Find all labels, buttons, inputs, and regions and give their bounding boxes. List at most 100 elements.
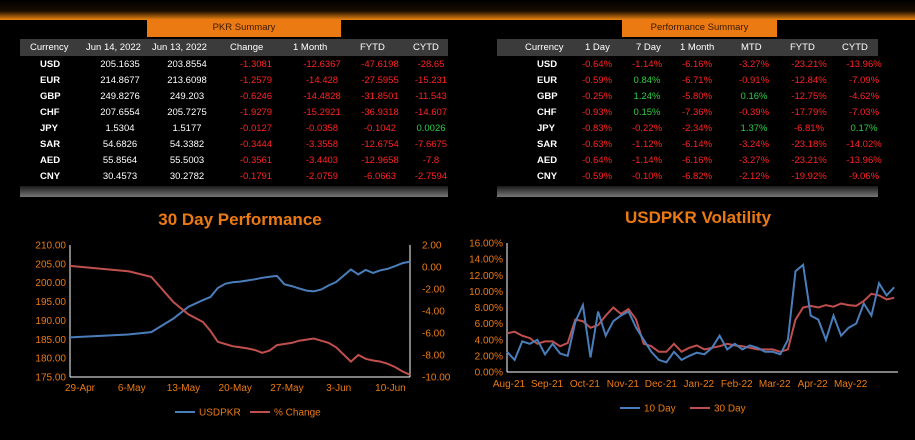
pkr-value-cell: -0.6246 [239,91,273,102]
chart1-left-tick: 190.00 [35,316,66,327]
perf-value-cell: -7.09% [848,75,880,86]
chart2-x-tick: Oct-21 [570,379,600,390]
perf-header-mtd: MTD [741,42,762,53]
perf-value-cell: -3.24% [738,139,770,150]
pkr-currency-cell: AED [40,155,61,166]
pkr-value-cell: -27.5955 [361,75,399,86]
pkr-value-cell: -3.3558 [305,139,339,150]
pkr-header-cytd: CYTD [413,42,439,53]
perf-currency-cell: GBP [537,91,558,102]
chart-30-day-performance: 175.00 180.00 185.00 190.00 195.00 200.00 205.… [35,241,451,419]
perf-value-cell: -0.83% [581,123,613,134]
chart-title-volatility: USDPKR Volatility [624,208,772,227]
pkr-value-cell: 249.8276 [100,91,140,102]
perf-value-cell: -17.79% [791,107,827,118]
perf-row-cny: CNY -0.59% -0.10% -6.82% -2.12% -19.92% -9.06% [497,169,915,185]
perf-value-cell: -1.14% [631,59,663,70]
pkr-value-cell: -47.6198 [361,59,399,70]
chart1-x-tick: 20-May [219,383,252,394]
chart1-series-pct-change-line [69,264,411,376]
perf-value-cell: -0.22% [631,123,663,134]
chart1-right-tick: -10.00 [422,373,451,384]
pkr-value-cell: 249.203 [169,91,205,102]
pkr-value-cell: -1.3081 [239,59,273,70]
chart2-series-10-day-line [506,262,895,364]
pkr-table-footer-band [20,186,448,197]
chart2-x-tick: Jan-22 [684,379,715,390]
perf-value-cell: -0.93% [581,107,613,118]
perf-value-cell: -1.14% [631,155,663,166]
perf-value-cell: 0.17% [850,123,878,134]
pkr-value-cell: 30.4573 [102,171,138,182]
pkr-value-cell: -12.6367 [303,59,341,70]
chart2-y-tick: 2.00% [475,351,503,362]
chart2-x-tick: Feb-22 [721,379,753,390]
perf-value-cell: 1.24% [633,91,661,102]
perf-value-cell: -0.59% [581,171,613,182]
pkr-header-date1: Jun 14, 2022 [86,42,141,53]
perf-value-cell: -0.64% [581,59,613,70]
pkr-value-cell: -12.6754 [361,139,399,150]
top-gradient-band [0,0,915,20]
chart2-y-tick: 8.00% [475,303,503,314]
perf-value-cell: -13.96% [846,155,882,166]
pkr-row-sar: SAR 54.6826 54.3382 -0.3444 -3.3558 -12.6754 -… [20,137,450,153]
performance-summary-title: Performance Summary [622,19,777,37]
chart2-series-30-day-line [506,292,895,354]
perf-header-fytd: FYTD [790,42,815,53]
pkr-value-cell: -15.231 [414,75,448,86]
chart1-left-tick: 210.00 [35,241,66,252]
perf-currency-cell: AED [537,155,558,166]
pkr-value-cell: 30.2782 [169,171,205,182]
pkr-row-chf: CHF 207.6554 205.7275 -1.9279 -15.2921 -36.93… [20,105,450,121]
perf-value-cell: -12.75% [791,91,827,102]
chart2-legend-label: 30 Day [714,404,746,415]
perf-value-cell: -0.63% [581,139,613,150]
pkr-currency-cell: GBP [40,91,61,102]
pkr-value-cell: 203.8554 [167,59,207,70]
pkr-currency-cell: CNY [40,171,61,182]
chart2-x-tick: Sep-21 [531,379,564,390]
pkr-header-currency: Currency [30,42,69,53]
pkr-value-cell: -0.0127 [239,123,273,134]
pkr-value-cell: 55.5003 [169,155,205,166]
pkr-value-cell: 1.5304 [105,123,135,134]
perf-currency-cell: JPY [537,123,555,134]
chart1-left-tick: 175.00 [35,373,66,384]
chart2-x-tick: Apr-22 [798,379,828,390]
chart1-legend-label: USDPKR [199,408,241,419]
perf-header-currency: Currency [525,42,564,53]
chart1-x-tick: 29-Apr [65,383,96,394]
chart1-x-tick: 27-May [270,383,303,394]
pkr-value-cell: -0.1042 [363,123,397,134]
perf-value-cell: -2.12% [738,171,770,182]
chart2-x-tick: May-22 [834,379,868,390]
pkr-row-jpy: JPY 1.5304 1.5177 -0.0127 -0.0358 -0.1042 0.00… [20,121,450,137]
pkr-value-cell: -0.1791 [239,171,273,182]
perf-value-cell: -23.18% [791,139,827,150]
perf-value-cell: -2.34% [681,123,713,134]
pkr-value-cell: -31.8501 [361,91,399,102]
pkr-value-cell: -0.0358 [305,123,339,134]
chart2-y-tick: 6.00% [475,319,503,330]
performance-table-footer-band [497,186,878,197]
perf-currency-cell: CHF [537,107,557,118]
perf-value-cell: -12.84% [791,75,827,86]
perf-row-chf: CHF -0.93% 0.15% -7.36% -0.39% -17.79% -7.03% [497,105,915,121]
pkr-summary-header: Currency Jun 14, 2022 Jun 13, 2022 Chang… [20,39,448,56]
chart2-legend-label: 10 Day [644,404,676,415]
chart1-x-tick: 13-May [167,383,200,394]
chart2-y-tick: 14.00% [470,255,503,266]
pkr-currency-cell: JPY [40,123,58,134]
perf-row-eur: EUR -0.59% 0.84% -6.71% -0.91% -12.84% -7.09% [497,73,915,89]
chart2-y-tick: 12.00% [470,271,503,282]
pkr-value-cell: 205.1635 [100,59,140,70]
perf-row-jpy: JPY -0.83% -0.22% -2.34% 1.37% -6.81% 0.17% [497,121,915,137]
pkr-row-eur: EUR 214.8677 213.6098 -1.2579 -14.428 -27.595… [20,73,450,89]
perf-currency-cell: EUR [537,75,558,86]
perf-value-cell: -0.59% [581,75,613,86]
pkr-value-cell: -15.2921 [303,107,341,118]
perf-header-cytd: CYTD [842,42,868,53]
chart-usdpkr-volatility: 0.00% 2.00% 4.00% 6.00% 8.00% 10.00% 12.00% 14.… [470,239,898,415]
perf-value-cell: -23.21% [791,155,827,166]
